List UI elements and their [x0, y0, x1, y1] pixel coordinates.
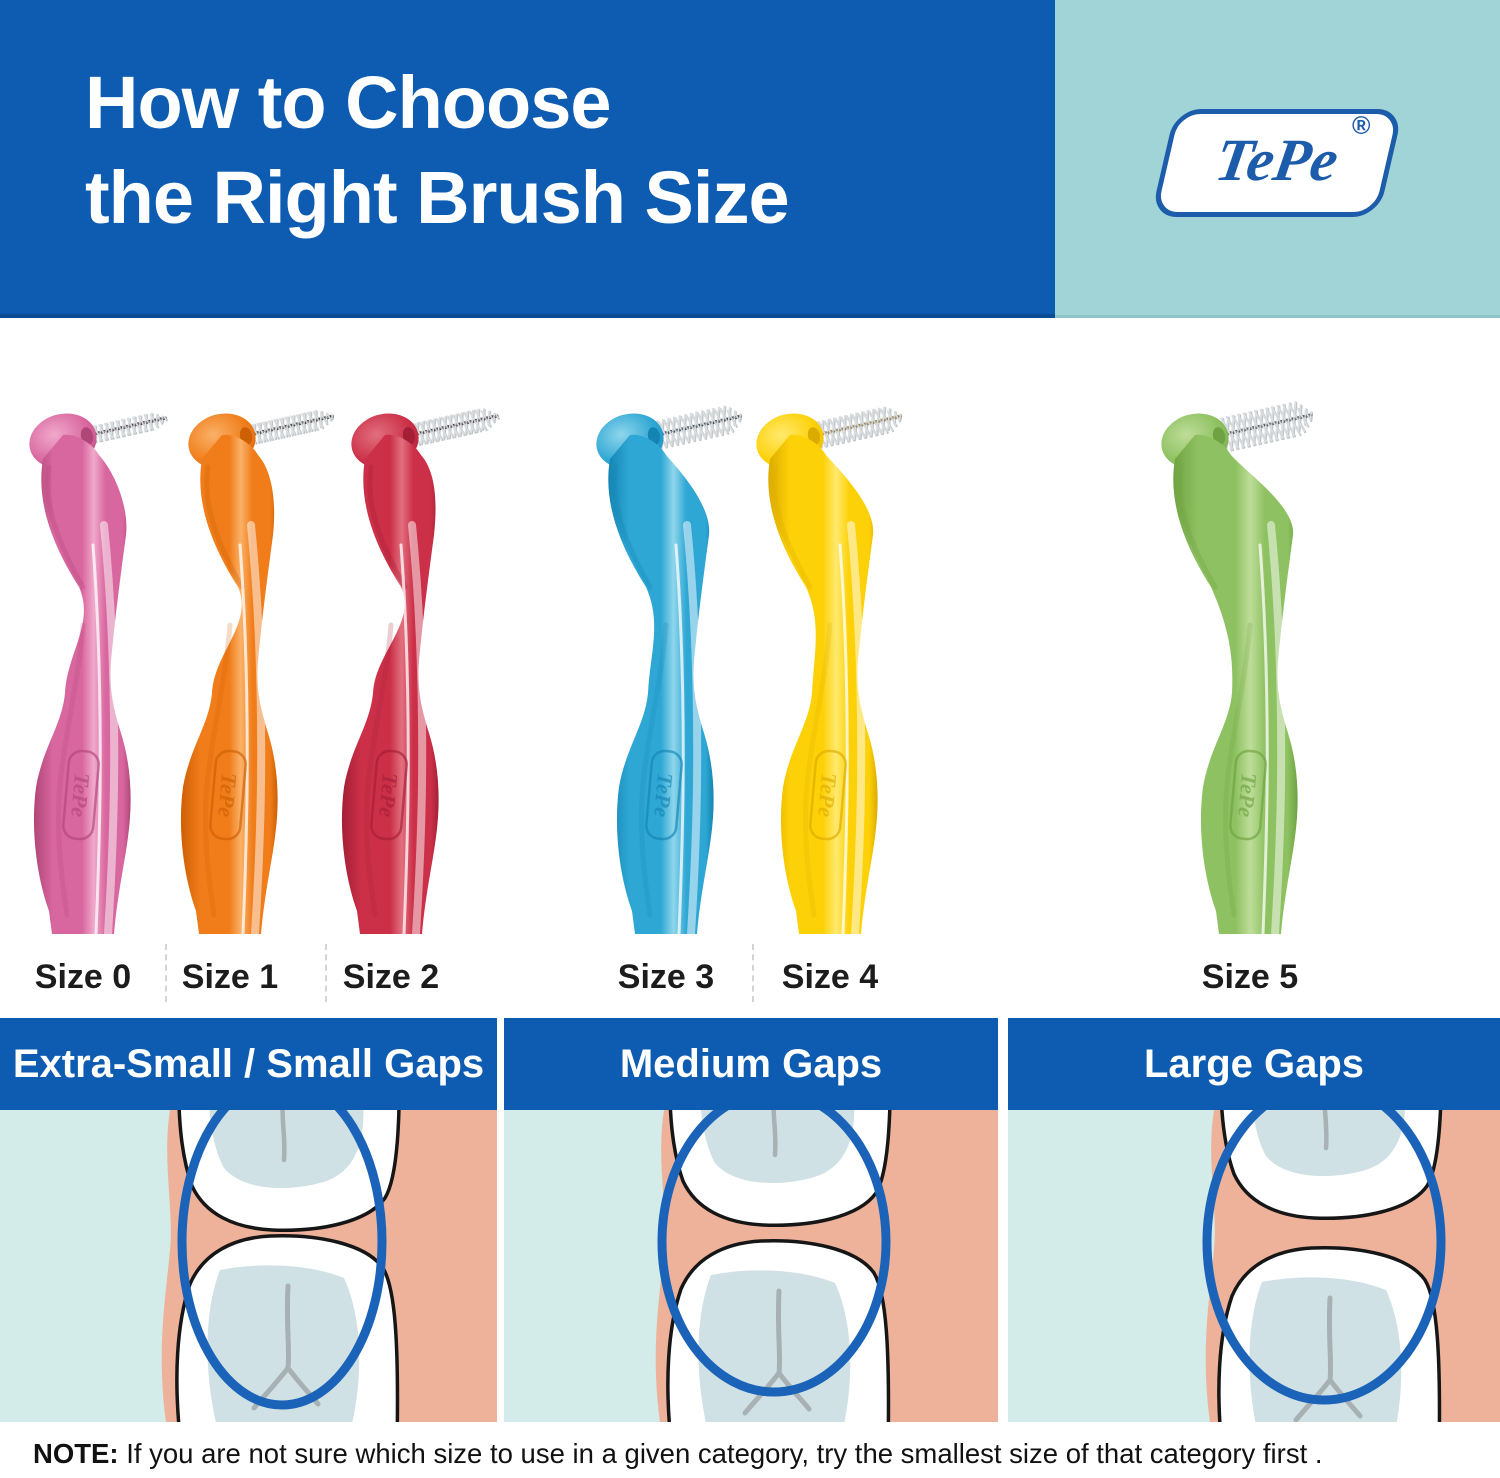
tooth-illustration-1	[504, 1110, 998, 1422]
footnote: NOTE: If you are not sure which size to …	[33, 1438, 1483, 1470]
brush-size-5: TePe	[1161, 401, 1314, 938]
tepe-logo-text: TePe	[1211, 126, 1344, 193]
registered-trademark-icon: ®	[1352, 112, 1371, 140]
svg-text:TePe: TePe	[213, 772, 242, 819]
tooth-illustration-0	[0, 1110, 497, 1422]
page-title: How to Choose the Right Brush Size	[85, 55, 790, 245]
brush-size-1: TePe	[180, 409, 335, 938]
tooth-illustration-2	[1008, 1110, 1500, 1422]
size-label-4: Size 4	[781, 958, 879, 996]
header-background	[0, 0, 1055, 318]
brush-size-0: TePe	[29, 412, 168, 938]
svg-text:TePe: TePe	[649, 772, 678, 819]
size-label-1: Size 1	[181, 958, 279, 996]
brush-size-3: TePe	[596, 405, 743, 938]
svg-text:TePe: TePe	[374, 772, 403, 819]
category-band-2: Large Gaps	[1008, 1018, 1500, 1110]
dashed-separator	[752, 944, 754, 1002]
svg-text:TePe: TePe	[813, 772, 842, 819]
size-label-2: Size 2	[342, 958, 440, 996]
category-band-1: Medium Gaps	[504, 1018, 998, 1110]
dashed-separator	[165, 944, 167, 1002]
category-band-0: Extra-Small / Small Gaps	[0, 1018, 497, 1110]
size-label-5: Size 5	[1201, 958, 1299, 996]
footnote-text: If you are not sure which size to use in…	[118, 1438, 1323, 1469]
size-label-0: Size 0	[34, 958, 132, 996]
svg-text:TePe: TePe	[66, 772, 95, 819]
svg-text:TePe: TePe	[1233, 772, 1262, 819]
size-label-3: Size 3	[617, 958, 715, 996]
footnote-label: NOTE:	[33, 1438, 119, 1469]
brush-size-2: TePe	[341, 408, 500, 938]
brush-lineup: TePe TePe	[0, 318, 1500, 939]
page-title-line2: the Right Brush Size	[85, 156, 790, 239]
dashed-separator	[325, 944, 327, 1002]
brush-size-4: TePe	[756, 406, 903, 938]
page-title-line1: How to Choose	[85, 61, 612, 144]
